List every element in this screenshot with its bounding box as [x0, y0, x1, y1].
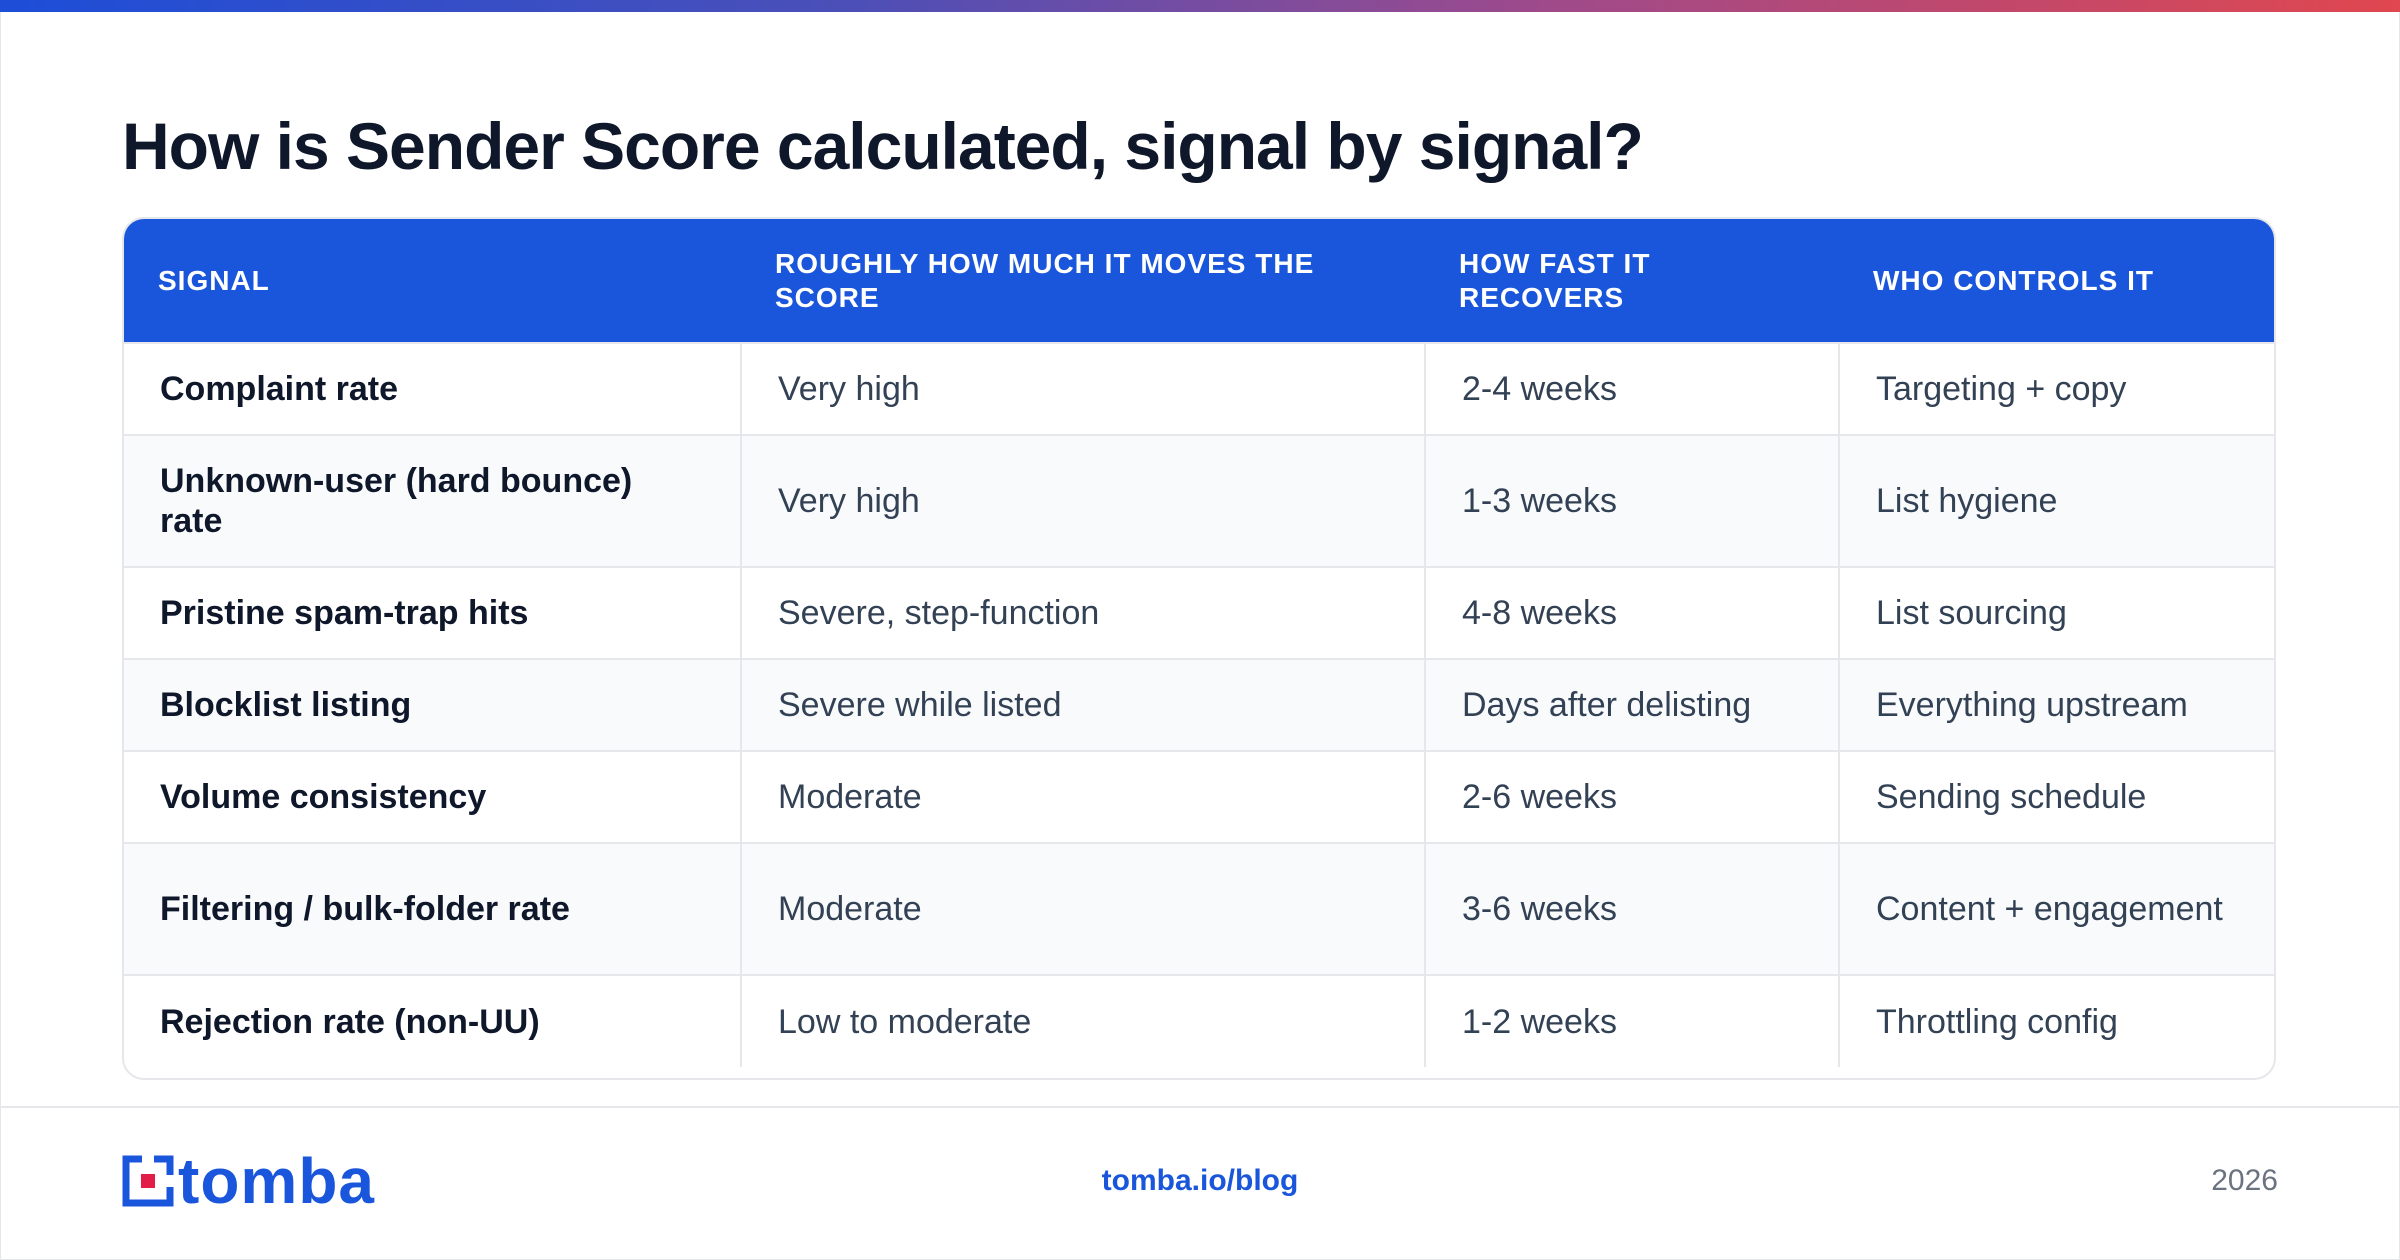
- cell-control: Everything upstream: [1838, 659, 2274, 751]
- table-row: Complaint rate Very high 2-4 weeks Targe…: [124, 343, 2274, 435]
- table-row: Volume consistency Moderate 2-6 weeks Se…: [124, 751, 2274, 843]
- footer-year: 2026: [2211, 1164, 2278, 1197]
- cell-signal: Filtering / bulk-folder rate: [160, 890, 570, 928]
- cell-signal: Pristine spam-trap hits: [160, 594, 529, 632]
- cell-impact: Very high: [740, 435, 1425, 567]
- cell-control: Content + engagement: [1838, 843, 2274, 975]
- cell-control: Throttling config: [1838, 975, 2274, 1067]
- header-recovery: HOW FAST IT RECOVERS: [1459, 247, 1651, 313]
- logo-wordmark: tomba: [178, 1145, 375, 1217]
- cell-signal: Unknown-user (hard bounce) rate: [160, 462, 633, 540]
- table-row: Unknown-user (hard bounce) rate Very hig…: [124, 435, 2274, 567]
- cell-control: List hygiene: [1838, 435, 2274, 567]
- table-row: Blocklist listing Severe while listed Da…: [124, 659, 2274, 751]
- cell-impact: Very high: [740, 343, 1425, 435]
- cell-signal: Volume consistency: [160, 778, 487, 816]
- header-signal: SIGNAL: [158, 264, 270, 296]
- table-row: Pristine spam-trap hits Severe, step-fun…: [124, 567, 2274, 659]
- cell-control: Sending schedule: [1838, 751, 2274, 843]
- cell-recovery: 3-6 weeks: [1424, 843, 1839, 975]
- cell-recovery: 2-6 weeks: [1424, 751, 1839, 843]
- cell-impact: Moderate: [740, 751, 1425, 843]
- page-title: How is Sender Score calculated, signal b…: [122, 109, 1644, 183]
- blog-link[interactable]: tomba.io/blog: [1101, 1164, 1299, 1197]
- header-impact: ROUGHLY HOW MUCH IT MOVES THE SCORE: [775, 247, 1315, 313]
- cell-control: Targeting + copy: [1838, 343, 2274, 435]
- footer-divider: [0, 1106, 2400, 1108]
- cell-recovery: Days after delisting: [1424, 659, 1839, 751]
- cell-signal: Complaint rate: [160, 370, 399, 408]
- cell-impact: Severe while listed: [740, 659, 1425, 751]
- cell-impact: Moderate: [740, 843, 1425, 975]
- table-header-row: SIGNAL ROUGHLY HOW MUCH IT MOVES THE SCO…: [124, 219, 2274, 343]
- cell-signal: Rejection rate (non-UU): [160, 1002, 540, 1041]
- signal-table: SIGNAL ROUGHLY HOW MUCH IT MOVES THE SCO…: [122, 217, 2276, 1080]
- cell-control: List sourcing: [1838, 567, 2274, 659]
- cell-recovery: 1-3 weeks: [1424, 435, 1839, 567]
- header-control: WHO CONTROLS IT: [1873, 264, 2154, 296]
- tomba-logo-icon: [122, 1155, 174, 1207]
- cell-recovery: 1-2 weeks: [1424, 975, 1839, 1067]
- cell-recovery: 4-8 weeks: [1424, 567, 1839, 659]
- cell-impact: Low to moderate: [740, 975, 1425, 1067]
- top-gradient-bar: [0, 0, 2400, 12]
- cell-signal: Blocklist listing: [160, 686, 412, 724]
- tomba-logo[interactable]: tomba: [122, 1145, 375, 1217]
- cell-recovery: 2-4 weeks: [1424, 343, 1839, 435]
- cell-impact: Severe, step-function: [740, 567, 1425, 659]
- table-row: Filtering / bulk-folder rate Moderate 3-…: [124, 843, 2274, 975]
- table-row: Rejection rate (non-UU) Low to moderate …: [124, 975, 2274, 1067]
